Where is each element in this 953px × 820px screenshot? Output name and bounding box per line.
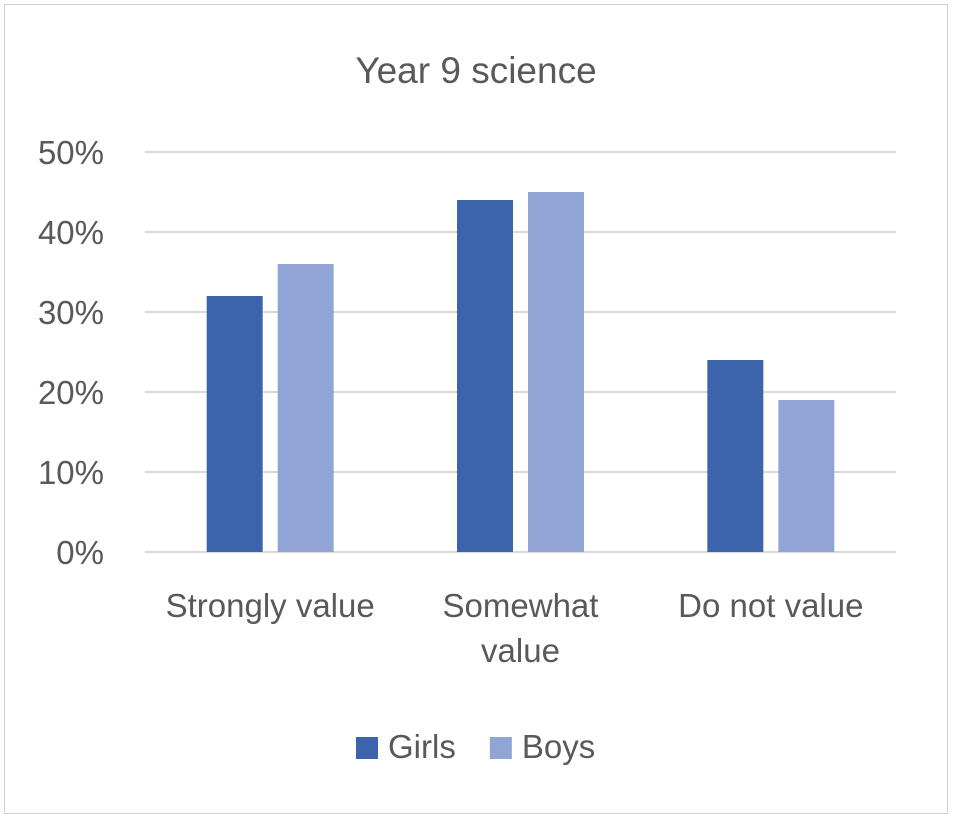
y-tick-label: 0% [56,534,104,571]
chart-title: Year 9 science [355,50,596,91]
legend-swatch [489,737,512,759]
y-tick-label: 30% [38,294,104,331]
x-tick-label: Strongly value [166,587,375,624]
bar-boys [277,264,334,552]
legend-swatch [356,737,378,759]
x-tick-label: Somewhat [443,587,599,624]
y-tick-label: 10% [38,454,104,491]
x-tick-label: value [481,632,560,669]
bar-girls [457,200,513,552]
y-tick-label: 40% [38,214,104,251]
chart-frame [4,4,948,814]
legend-label: Girls [388,728,456,765]
bar-girls [206,296,263,552]
legend-label: Boys [522,728,595,765]
bar-boys [778,400,835,552]
y-tick-label: 50% [38,134,104,171]
bar-girls [707,360,764,552]
y-tick-label: 20% [38,374,104,411]
x-tick-label: Do not value [678,587,863,624]
bar-boys [528,192,584,552]
